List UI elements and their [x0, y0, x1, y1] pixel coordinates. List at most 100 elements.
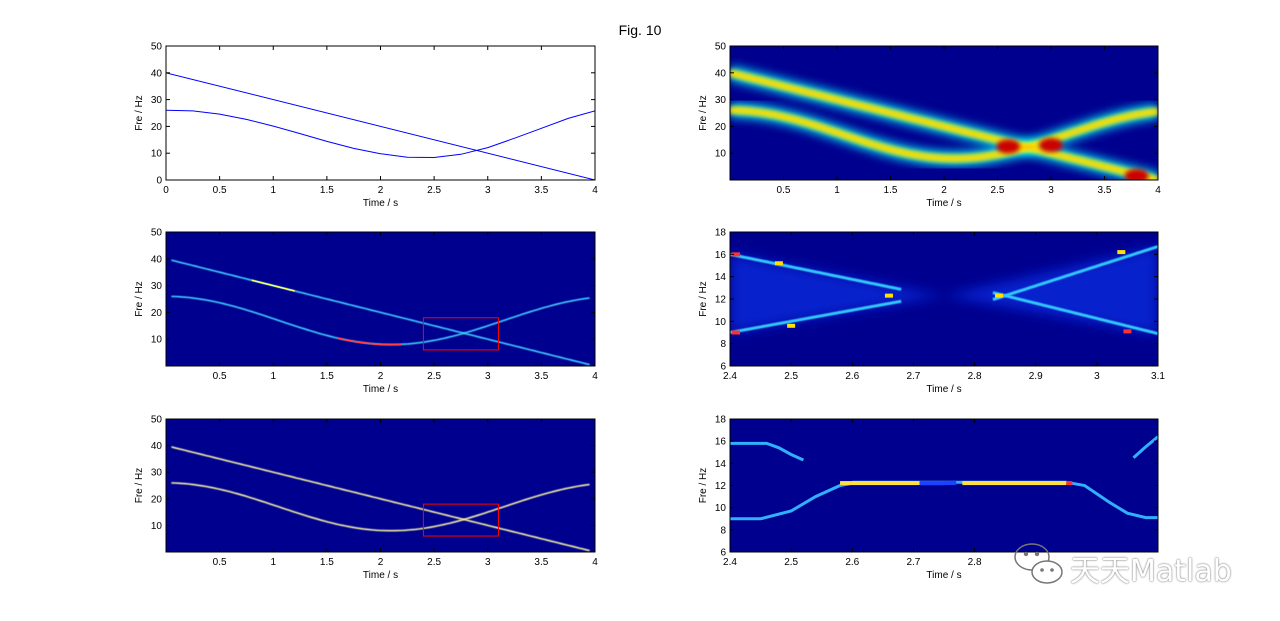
y-tick-label: 30 — [151, 468, 163, 479]
y-tick-label: 40 — [151, 441, 163, 452]
plot-area — [730, 419, 1158, 552]
x-axis-label: Time / s — [363, 570, 398, 581]
x-tick-label: 3 — [1048, 185, 1054, 196]
heatmap-background — [166, 232, 595, 366]
hot-spot — [996, 139, 1021, 154]
series-line-1 — [166, 72, 595, 180]
y-tick-label: 8 — [720, 525, 726, 536]
y-tick-label: 6 — [720, 548, 726, 559]
zoom-box — [422, 503, 499, 537]
plot-area — [166, 72, 595, 180]
x-tick-label: 2 — [378, 185, 384, 196]
ridge-bright — [962, 481, 1067, 486]
ridge-sinusoidal — [730, 109, 1158, 160]
wechat-icon — [1014, 543, 1063, 584]
ridge-segment — [992, 291, 1158, 336]
x-tick-label: 2.6 — [845, 557, 859, 568]
x-tick-label: 3.5 — [534, 557, 548, 568]
x-tick-label: 0.5 — [777, 185, 791, 196]
ridge-linear — [730, 71, 1158, 180]
y-tick-label: 12 — [715, 295, 727, 306]
x-axis-label: Time / s — [363, 384, 398, 395]
y-tick-label: 50 — [151, 415, 163, 426]
x-tick-label: 1.5 — [320, 371, 334, 382]
ridge-sinusoidal — [171, 482, 590, 532]
energy-peak — [1117, 250, 1126, 255]
energy-peak — [732, 330, 741, 335]
y-tick-label: 16 — [715, 250, 727, 261]
plot-area — [166, 232, 595, 366]
chart-panel-3: 0.5 1 1.5 2 2.5 3 3.5 4 10 20 30 40 50 Time / s Fre / … — [134, 228, 598, 396]
ridge-gap — [919, 481, 957, 486]
y-axis-label: Fre / Hz — [698, 95, 709, 131]
y-tick-label: 40 — [715, 68, 727, 79]
x-tick-label: 0.5 — [213, 185, 227, 196]
energy-peak — [774, 261, 783, 266]
ridge-segment — [992, 245, 1158, 302]
x-tick-label: 4 — [592, 185, 598, 196]
heatmap-background — [730, 419, 1158, 552]
y-tick-label: 10 — [151, 149, 163, 160]
x-tick-label: 2.9 — [1029, 371, 1043, 382]
energy-peak — [732, 252, 741, 257]
ridge-linear — [171, 259, 590, 366]
y-tick-label: 10 — [715, 503, 727, 514]
ridge-highlight — [251, 279, 295, 292]
x-tick-label: 2 — [378, 371, 384, 382]
y-tick-label: 30 — [715, 95, 727, 106]
y-tick-label: 20 — [151, 122, 163, 133]
x-tick-label: 2.7 — [906, 371, 920, 382]
chart-panel-5: 0.5 1 1.5 2 2.5 3 3.5 4 10 20 30 40 50 Time / s Fre / … — [134, 415, 598, 582]
y-tick-label: 16 — [715, 437, 727, 448]
y-axis-label: Fre / Hz — [134, 281, 145, 317]
x-tick-label: 3 — [485, 371, 491, 382]
x-tick-label: 2.5 — [427, 371, 441, 382]
y-axis-label: Fre / Hz — [698, 281, 709, 317]
x-tick-label: 1 — [834, 185, 840, 196]
x-tick-label: 1.5 — [884, 185, 898, 196]
x-tick-label: 3.5 — [534, 185, 548, 196]
y-axis-label: Fre / Hz — [134, 468, 145, 504]
x-tick-label: 2.8 — [968, 557, 982, 568]
y-tick-label: 10 — [715, 317, 727, 328]
x-tick-label: 2.5 — [784, 557, 798, 568]
x-axis-label: Time / s — [363, 198, 398, 209]
x-axis-label: Time / s — [926, 198, 961, 209]
x-tick-label: 2.4 — [723, 557, 737, 568]
y-tick-label: 20 — [715, 122, 727, 133]
chart-panel-4: 2.4 2.5 2.6 2.7 2.8 2.9 3 3.1 6 8 10 12 14 16 18 Time /… — [698, 228, 1165, 396]
x-tick-label: 2.8 — [968, 371, 982, 382]
chart-panel-2: 0.5 1 1.5 2 2.5 3 3.5 4 10 20 30 40 50 Time / s Fre / … — [698, 42, 1161, 210]
y-tick-label: 30 — [151, 95, 163, 106]
ridge-upper-left — [730, 441, 805, 462]
x-axis-label: Time / s — [926, 570, 961, 581]
y-tick-label: 50 — [151, 228, 163, 239]
x-tick-label: 1 — [270, 371, 276, 382]
x-tick-label: 2.5 — [427, 185, 441, 196]
zoom-box — [422, 317, 499, 351]
x-tick-label: 3 — [485, 185, 491, 196]
y-tick-label: 14 — [715, 272, 727, 283]
ridge-peak — [1066, 481, 1073, 486]
watermark-text: 天天Matlab — [1070, 554, 1232, 589]
ridge-lower-left — [730, 481, 853, 521]
energy-peak — [787, 323, 796, 328]
x-tick-label: 3 — [485, 557, 491, 568]
y-tick-label: 18 — [715, 228, 727, 239]
x-tick-label: 2 — [378, 557, 384, 568]
x-tick-label: 2.5 — [784, 371, 798, 382]
figure-title: Fig. 10 — [618, 22, 662, 38]
y-axis-label: Fre / Hz — [134, 95, 145, 131]
x-tick-label: 2.5 — [991, 185, 1005, 196]
x-tick-label: 2.4 — [723, 371, 737, 382]
x-tick-label: 1.5 — [320, 185, 334, 196]
y-tick-label: 50 — [151, 42, 163, 53]
x-tick-label: 3.1 — [1151, 371, 1165, 382]
x-tick-label: 4 — [592, 557, 598, 568]
ridge-highlight — [337, 337, 402, 346]
y-tick-label: 14 — [715, 459, 727, 470]
ridge-segment — [730, 252, 902, 291]
x-tick-label: 0.5 — [213, 371, 227, 382]
